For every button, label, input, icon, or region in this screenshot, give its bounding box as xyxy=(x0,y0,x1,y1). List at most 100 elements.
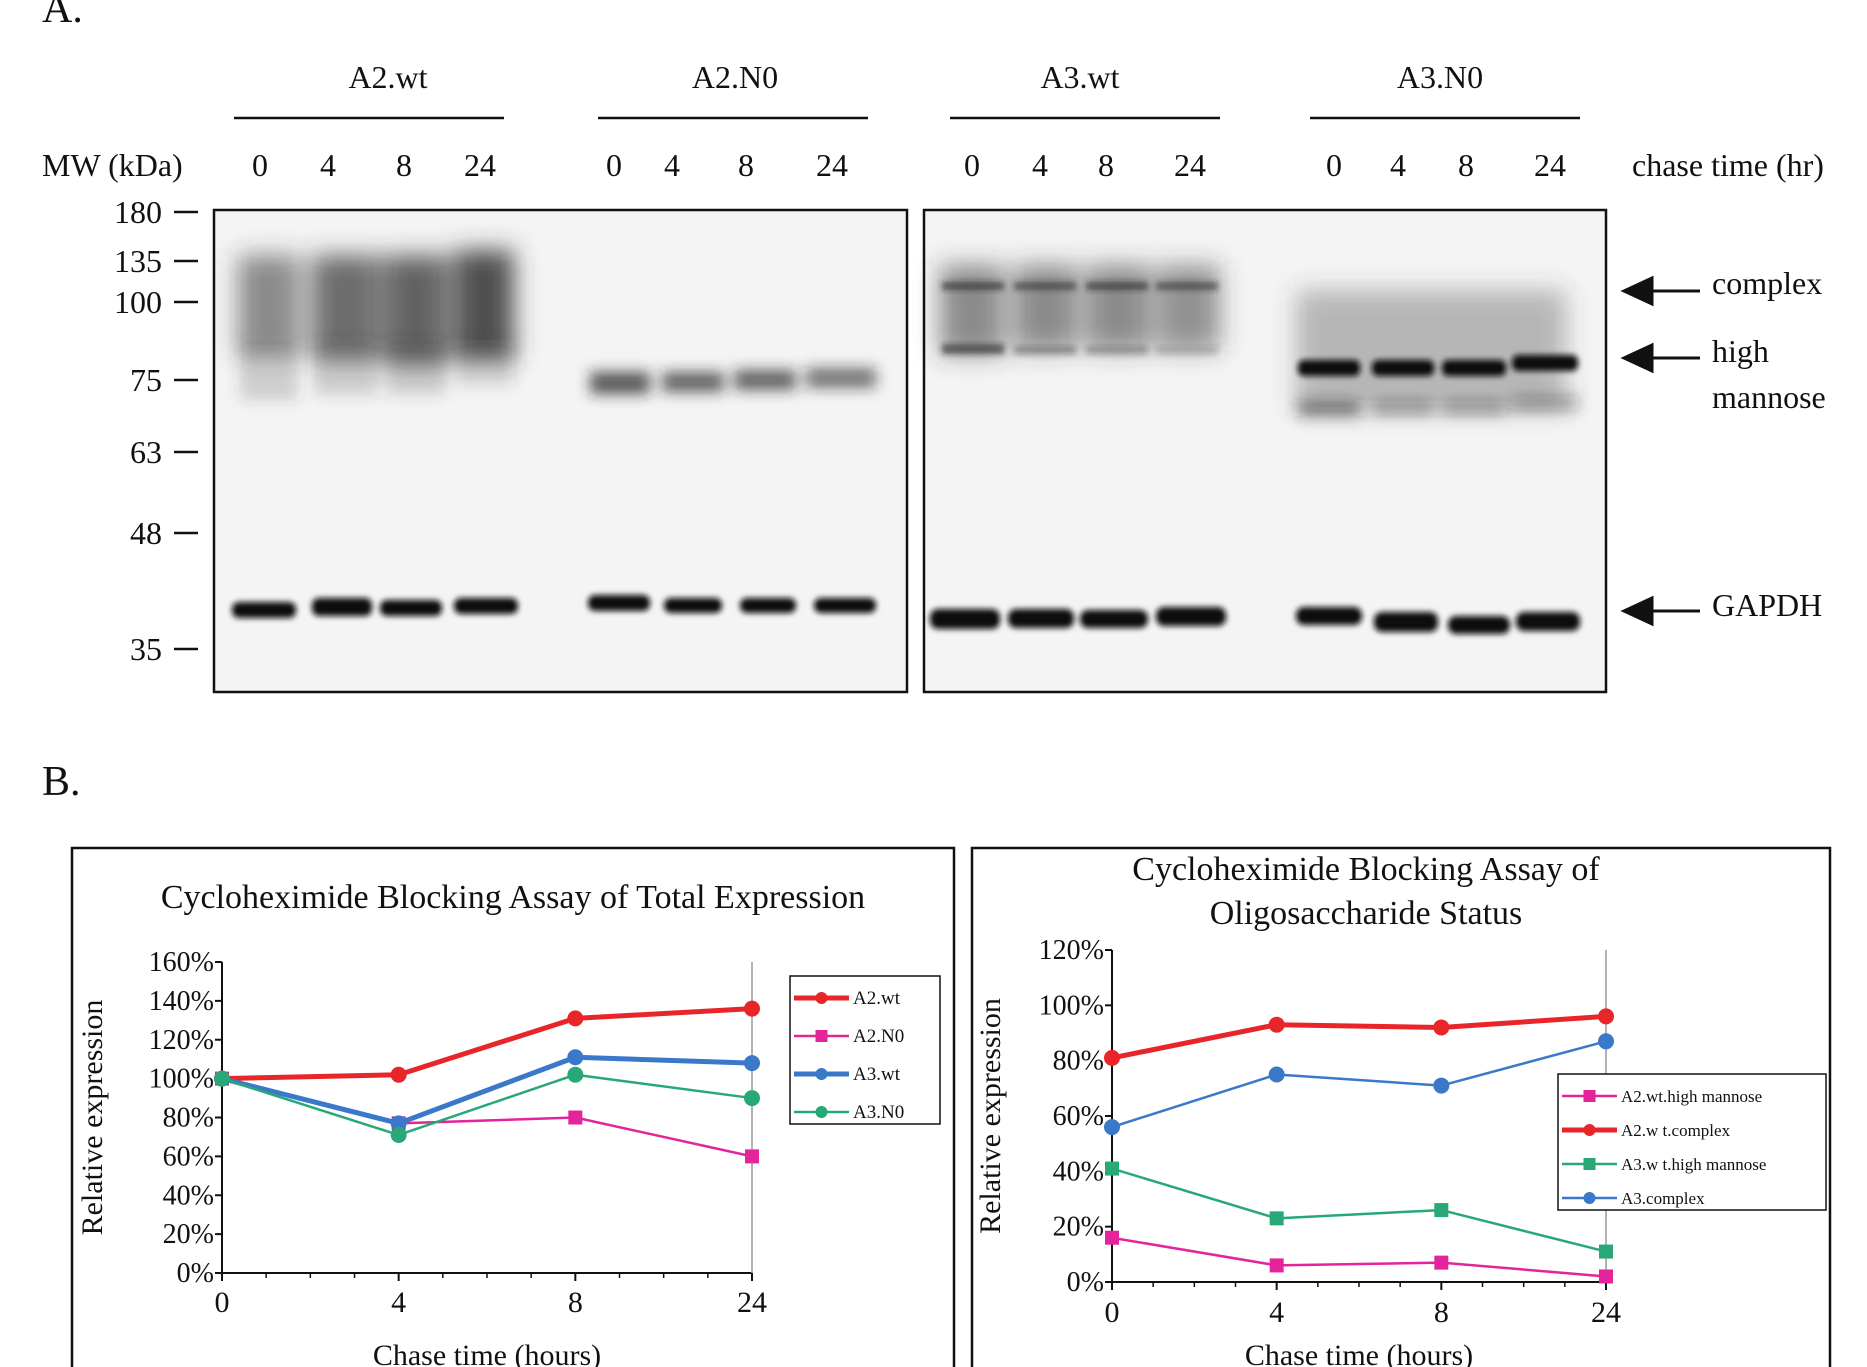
data-point xyxy=(1598,1008,1614,1025)
high-mannose-label-2: mannose xyxy=(1712,379,1826,415)
legend-swatch-marker xyxy=(1583,1090,1596,1102)
data-point xyxy=(214,1070,230,1087)
series-line xyxy=(221,1073,753,1137)
data-point xyxy=(1269,1258,1284,1273)
legend-swatch-marker xyxy=(815,992,828,1004)
y-tick-label: 80% xyxy=(1053,1046,1104,1077)
lane-label: 4 xyxy=(1390,147,1406,183)
data-point xyxy=(1433,1077,1450,1094)
x-tick-label: 24 xyxy=(1591,1296,1621,1329)
y-tick-label: 40% xyxy=(1053,1156,1104,1187)
y-tick-label: 100% xyxy=(149,1064,214,1095)
data-point xyxy=(1268,1016,1285,1033)
mw-marker-label: 75 xyxy=(130,362,162,398)
series-line xyxy=(1111,1040,1607,1129)
legend-entry: A3.wt xyxy=(853,1064,901,1085)
y-axis-label: Relative expression xyxy=(974,998,1007,1234)
data-point xyxy=(390,1126,407,1143)
y-tick-label: 160% xyxy=(149,947,214,978)
lane-label: 24 xyxy=(1534,147,1566,183)
y-tick-label: 80% xyxy=(163,1103,214,1134)
legend-entry: A2.N0 xyxy=(853,1026,904,1047)
y-tick-label: 100% xyxy=(1039,990,1104,1021)
legend-entry: A2.wt xyxy=(853,988,901,1009)
data-point xyxy=(1105,1230,1119,1245)
chart-title: Cycloheximide Blocking Assay of Total Ex… xyxy=(161,879,865,916)
lane-label: 4 xyxy=(664,147,680,183)
legend-entry: A2.w t.complex xyxy=(1621,1121,1731,1140)
y-axis-label: Relative expression xyxy=(76,1000,109,1236)
series-line xyxy=(1111,1013,1607,1061)
legend-swatch-marker xyxy=(1583,1192,1596,1204)
western-blot-left xyxy=(212,208,909,694)
arrow-icon xyxy=(1620,275,1700,627)
data-point xyxy=(390,1066,407,1083)
y-tick-label: 0% xyxy=(177,1258,214,1289)
data-point xyxy=(744,1090,760,1107)
data-point xyxy=(1105,1161,1119,1176)
group-label-a3n0: A3.N0 xyxy=(1397,59,1483,95)
lane-label: 8 xyxy=(1098,147,1114,183)
mw-markers: 180 135 100 75 63 48 35 xyxy=(114,194,162,667)
lane-label: 4 xyxy=(320,147,336,183)
mw-marker-label: 48 xyxy=(130,515,162,551)
data-point xyxy=(1599,1244,1613,1259)
legend-swatch-marker xyxy=(815,1068,828,1080)
lane-label: 24 xyxy=(1174,147,1206,183)
data-point xyxy=(1269,1211,1284,1226)
blot-annotations: complex high mannose GAPDH xyxy=(1620,265,1826,627)
legend-swatch-marker xyxy=(815,1106,828,1118)
chart-total-expression: Cycloheximide Blocking Assay of Total Ex… xyxy=(76,879,941,1367)
data-point xyxy=(567,1049,584,1066)
series-line xyxy=(1111,1167,1607,1253)
chart-frame-left xyxy=(70,846,956,1367)
western-blot-right xyxy=(922,208,1608,694)
lane-label: 8 xyxy=(1458,147,1474,183)
lane-label: 24 xyxy=(464,147,496,183)
data-point xyxy=(1104,1119,1120,1136)
series-line xyxy=(221,1006,753,1082)
lane-label: 0 xyxy=(252,147,268,183)
group-label-a2wt: A2.wt xyxy=(348,59,427,95)
group-label-a3wt: A3.wt xyxy=(1040,59,1119,95)
data-point xyxy=(567,1066,584,1083)
group-label-a2n0: A2.N0 xyxy=(692,59,778,95)
mw-marker-label: 100 xyxy=(114,284,162,320)
y-tick-label: 120% xyxy=(1039,935,1104,966)
data-point xyxy=(390,1115,407,1132)
x-tick-label: 8 xyxy=(1434,1296,1449,1329)
gapdh-label: GAPDH xyxy=(1712,587,1822,623)
lane-label: 0 xyxy=(1326,147,1342,183)
legend-swatch-marker xyxy=(1583,1158,1596,1170)
legend-entry: A2.wt.high mannose xyxy=(1621,1087,1762,1106)
data-point xyxy=(744,1000,760,1017)
data-point xyxy=(568,1110,583,1125)
mw-marker-label: 180 xyxy=(114,194,162,230)
lane-label: 0 xyxy=(964,147,980,183)
x-tick-label: 4 xyxy=(1269,1296,1284,1329)
chart-frame-right xyxy=(970,846,1832,1367)
data-point xyxy=(745,1149,759,1164)
mw-marker-label: 63 xyxy=(130,434,162,470)
y-tick-label: 0% xyxy=(1067,1267,1104,1298)
x-axis-label: Chase time (hours) xyxy=(1245,1339,1473,1367)
chase-time-label: chase time (hr) xyxy=(1632,147,1824,183)
x-tick-label: 24 xyxy=(737,1286,767,1319)
high-mannose-label: high xyxy=(1712,333,1769,369)
mw-marker-ticks xyxy=(174,210,198,651)
group-headers: A2.wt A2.N0 A3.wt A3.N0 xyxy=(348,59,1483,95)
y-tick-label: 60% xyxy=(163,1141,214,1172)
panel-b-label: B. xyxy=(42,759,81,805)
y-tick-label: 60% xyxy=(1053,1101,1104,1132)
data-point xyxy=(1433,1019,1450,1036)
y-tick-label: 40% xyxy=(163,1180,214,1211)
series-line xyxy=(1111,1236,1607,1278)
lane-label: 8 xyxy=(738,147,754,183)
x-axis-label: Chase time (hours) xyxy=(373,1339,601,1367)
legend-swatch-marker xyxy=(1583,1124,1596,1136)
legend-entry: A3.w t.high mannose xyxy=(1621,1155,1766,1174)
panel-a-label: A. xyxy=(42,0,83,32)
x-tick-label: 0 xyxy=(1105,1296,1120,1329)
y-tick-label: 140% xyxy=(149,986,214,1017)
mw-marker-label: 135 xyxy=(114,243,162,279)
